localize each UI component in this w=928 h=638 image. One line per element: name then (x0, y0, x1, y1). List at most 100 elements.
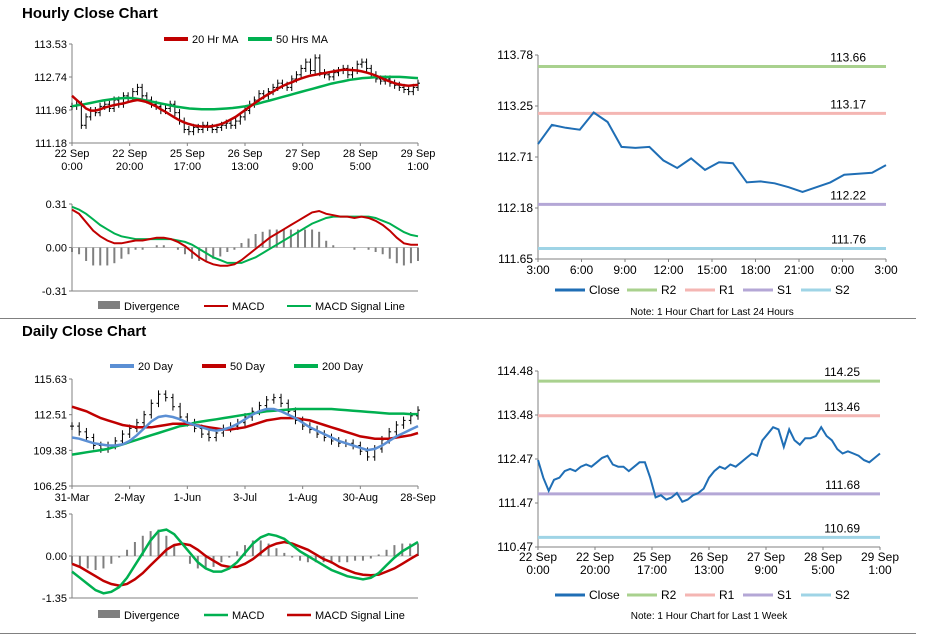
daily-week-x-tick-label: 28 Sep (804, 550, 842, 564)
daily-week-y-tick-label: 112.47 (497, 452, 533, 466)
daily-macd-legend-swatch (98, 610, 120, 618)
daily-week-legend-label: R1 (719, 588, 735, 602)
hourly-price-legend-label: 20 Hr MA (192, 34, 239, 46)
daily-price-legend-label: 200 Day (322, 361, 363, 373)
hourly-24h-x-tick-label: 12:00 (653, 263, 683, 277)
daily-price-x-tick-label: 1-Jun (174, 492, 202, 504)
daily-week-x-tick-label: 13:00 (694, 563, 724, 577)
hourly-macd-legend-label: MACD (232, 301, 264, 313)
hourly-price-x-tick-label: 22 Sep (112, 148, 147, 160)
daily-price-y-tick-label: 112.51 (34, 410, 67, 422)
daily-price-x-tick-label: 30-Aug (343, 492, 378, 504)
hourly-price-x-tick-label: 0:00 (61, 161, 82, 173)
daily-week-x-tick-label: 5:00 (811, 563, 835, 577)
daily-price-x-tick-label: 3-Jul (233, 492, 257, 504)
daily-week-y-tick-label: 111.47 (498, 496, 533, 510)
hourly-24h-x-tick-label: 3:00 (874, 263, 898, 277)
hourly-24h-legend-label: Close (589, 283, 620, 297)
hourly-price-x-tick-label: 13:00 (231, 161, 259, 173)
daily-macd-y-tick-label: -1.35 (42, 593, 67, 605)
hourly-price-x-tick-label: 22 Sep (55, 148, 90, 160)
daily-week-x-tick-label: 20:00 (580, 563, 610, 577)
daily-price-x-tick-label: 2-May (114, 492, 145, 504)
daily-macd-legend-label: MACD (232, 610, 264, 622)
hourly-macd-y-tick-label: -0.31 (42, 286, 67, 298)
daily-week-s2-label: 110.69 (824, 521, 860, 535)
daily-price-x-tick-label: 1-Aug (288, 492, 317, 504)
daily-week-r1-label: 113.46 (824, 400, 860, 414)
hourly-24h-note: Note: 1 Hour Chart for Last 24 Hours (630, 307, 793, 318)
hourly-macd-legend-swatch (98, 301, 120, 309)
hourly-24h-x-tick-label: 3:00 (526, 263, 550, 277)
daily-price-x-tick-label: 28-Sep (400, 492, 435, 504)
daily-week-x-tick-label: 25 Sep (633, 550, 671, 564)
hourly-24h-x-tick-label: 18:00 (740, 263, 770, 277)
hourly-price-x-tick-label: 26 Sep (228, 148, 263, 160)
hourly-price-x-tick-label: 25 Sep (170, 148, 205, 160)
hourly-24h-y-tick-label: 113.78 (497, 48, 533, 62)
daily-week-x-tick-label: 26 Sep (690, 550, 728, 564)
hourly-24h-legend-label: R2 (661, 283, 677, 297)
daily-week-x-tick-label: 22 Sep (576, 550, 614, 564)
hourly-price-x-tick-label: 9:00 (292, 161, 313, 173)
daily-week-close-line (537, 425, 881, 504)
daily-signal-line (71, 540, 419, 587)
hourly-price-legend-label: 50 Hrs MA (276, 34, 329, 46)
daily-price-y-tick-label: 115.63 (34, 374, 67, 386)
daily-week-x-tick-label: 22 Sep (519, 550, 557, 564)
hourly-macd-line (71, 208, 418, 267)
daily-price-y-tick-label: 106.25 (33, 481, 67, 493)
hourly-macd-legend-label: Divergence (124, 301, 180, 313)
hourly-macd-y-tick-label: 0.31 (46, 199, 67, 211)
hourly-24h-x-tick-label: 9:00 (613, 263, 637, 277)
hourly-24h-x-tick-label: 21:00 (784, 263, 814, 277)
hourly-24h-x-tick-label: 6:00 (570, 263, 594, 277)
daily-week-x-tick-label: 0:00 (526, 563, 550, 577)
hourly-macd-y-tick-label: 0.00 (46, 243, 67, 255)
daily-week-y-tick-label: 114.48 (497, 364, 533, 378)
hourly-price-x-tick-label: 28 Sep (343, 148, 378, 160)
daily-week-x-tick-label: 17:00 (637, 563, 667, 577)
hourly-24h-r2-label: 113.66 (830, 50, 866, 64)
daily-macd-line (71, 528, 419, 595)
section-divider (0, 318, 916, 319)
hourly-24h-legend-label: S1 (777, 283, 792, 297)
daily-week-r2-label: 114.25 (824, 365, 860, 379)
daily-macd-legend-label: MACD Signal Line (315, 610, 405, 622)
daily-week-legend-label: Close (589, 588, 620, 602)
hourly-24h-r1-label: 113.17 (830, 97, 866, 111)
hourly-24h-y-tick-label: 113.25 (497, 99, 533, 113)
daily-price-legend-label: 20 Day (138, 361, 173, 373)
daily-macd-y-tick-label: 1.35 (46, 509, 67, 521)
hourly-24h-x-tick-label: 0:00 (831, 263, 855, 277)
daily-ma200-line (71, 407, 418, 456)
hourly-price-x-tick-label: 20:00 (116, 161, 144, 173)
daily-price-legend-label: 50 Day (230, 361, 265, 373)
hourly-price-x-tick-label: 29 Sep (401, 148, 436, 160)
daily-week-legend-label: S1 (777, 588, 792, 602)
hourly-section-title: Hourly Close Chart (22, 5, 158, 22)
daily-week-legend-label: S2 (835, 588, 850, 602)
hourly-24h-x-tick-label: 15:00 (697, 263, 727, 277)
hourly-price-y-tick-label: 112.74 (34, 72, 67, 84)
hourly-price-x-tick-label: 17:00 (174, 161, 202, 173)
daily-week-x-tick-label: 1:00 (868, 563, 892, 577)
hourly-ma20-line (71, 68, 419, 128)
hourly-signal-line (71, 205, 419, 264)
daily-ma20-line (71, 407, 419, 452)
daily-week-x-tick-label: 27 Sep (747, 550, 785, 564)
hourly-24h-y-tick-label: 112.71 (497, 150, 533, 164)
hourly-price-y-tick-label: 111.96 (35, 105, 67, 117)
hourly-24h-legend-label: R1 (719, 283, 735, 297)
hourly-24h-legend-label: S2 (835, 283, 850, 297)
daily-week-legend-label: R2 (661, 588, 677, 602)
hourly-24h-close-line (537, 111, 887, 194)
hourly-price-x-tick-label: 5:00 (350, 161, 371, 173)
hourly-price-x-tick-label: 27 Sep (285, 148, 320, 160)
hourly-price-y-tick-label: 111.18 (35, 138, 67, 150)
hourly-24h-y-tick-label: 111.65 (498, 252, 533, 266)
hourly-24h-s1-label: 112.22 (830, 188, 866, 202)
daily-macd-y-tick-label: 0.00 (46, 551, 67, 563)
hourly-24h-s2-label: 111.76 (831, 232, 866, 246)
